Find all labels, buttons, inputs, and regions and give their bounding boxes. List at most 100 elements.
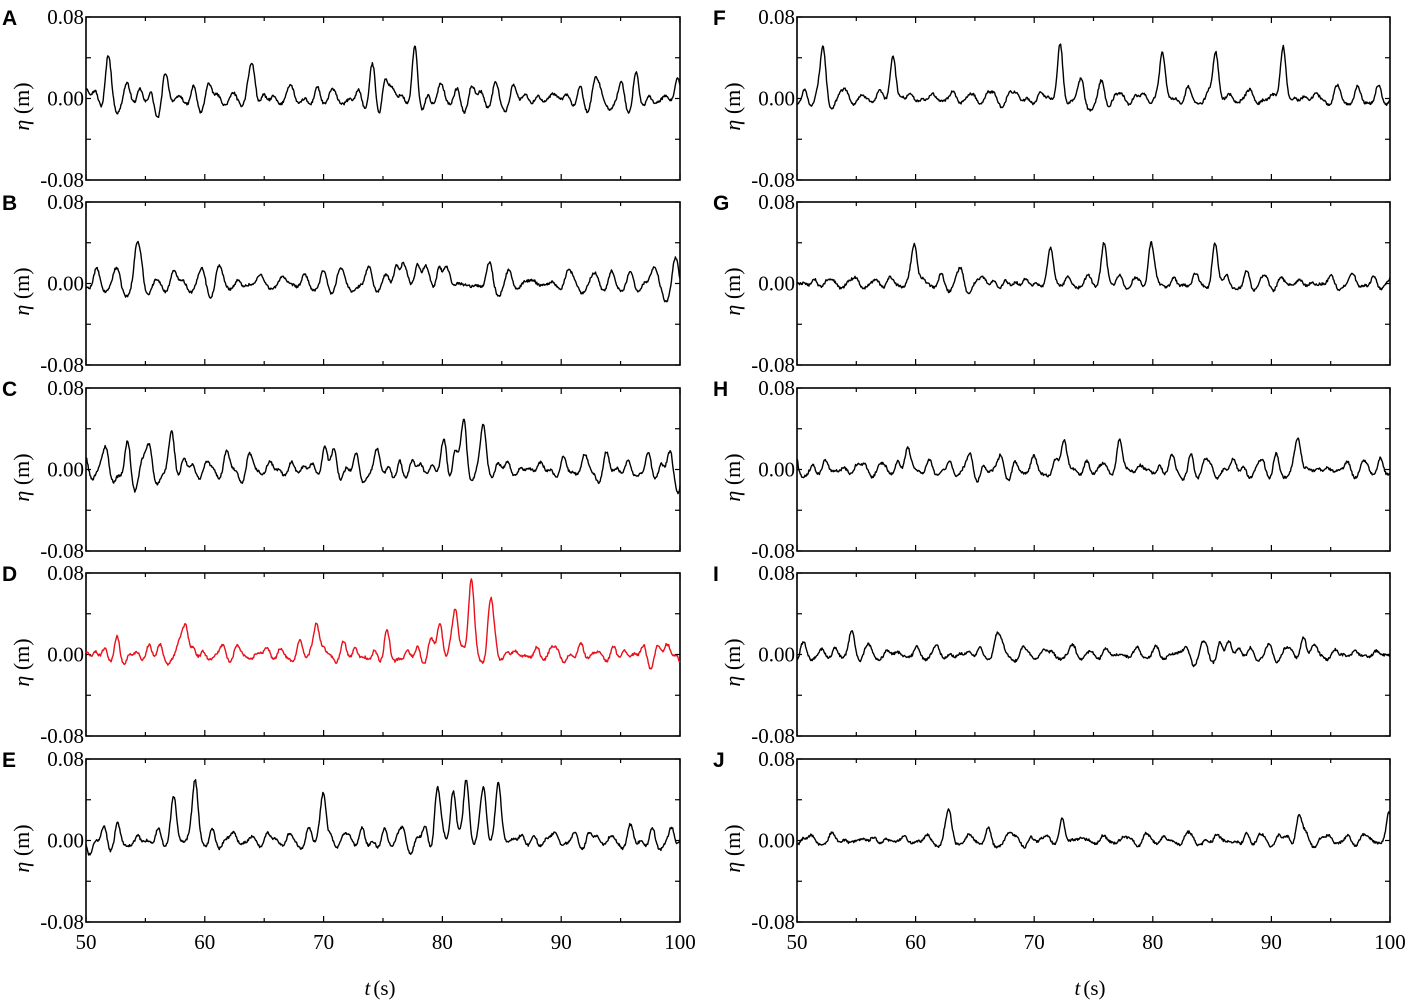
panel-i-ytick-label-1: 0.00 bbox=[758, 643, 795, 667]
panel-e-xtick-label-0: 50 bbox=[76, 930, 97, 954]
panel-b-ylabel: η (m) bbox=[9, 267, 34, 315]
panel-g-ytick-label-0: -0.08 bbox=[751, 353, 795, 377]
panel-e-ytick-label-0: -0.08 bbox=[40, 910, 84, 934]
panel-i-ylabel-unit: (m) bbox=[720, 638, 745, 670]
panel-i-series-line bbox=[797, 630, 1391, 668]
panel-j-label: J bbox=[713, 749, 725, 772]
panel-j-frame bbox=[796, 758, 1391, 923]
panel-g: -0.08 0.00 0.08 Gη (m) bbox=[713, 190, 1391, 377]
panel-c-ytick-label-0: -0.08 bbox=[40, 539, 84, 563]
x-axis-label-right: t (s) bbox=[1074, 976, 1105, 1000]
panel-a-label: A bbox=[2, 7, 17, 30]
panel-i-ylabel: η (m) bbox=[720, 638, 745, 686]
panel-c: -0.08 0.00 0.08 Cη (m) bbox=[2, 376, 681, 563]
panel-i-ylabel-var: η bbox=[720, 670, 745, 686]
panel-a-ytick-label-2: 0.08 bbox=[47, 5, 84, 29]
panel-d-ylabel-unit: (m) bbox=[9, 638, 34, 670]
panel-j-xtick-label-3: 80 bbox=[1142, 930, 1163, 954]
panel-j-series-line bbox=[796, 808, 1391, 849]
panel-h-ytick-label-0: -0.08 bbox=[751, 539, 795, 563]
panel-f-label: F bbox=[713, 7, 726, 30]
panel-c-ylabel: η (m) bbox=[9, 453, 34, 501]
panel-g-series-line bbox=[796, 241, 1391, 295]
panel-j-xtick-label-0: 50 bbox=[787, 930, 808, 954]
panel-e-xtick-label-4: 90 bbox=[551, 930, 572, 954]
panel-f-ytick-label-1: 0.00 bbox=[758, 87, 795, 111]
panel-j-ytick-label-0: -0.08 bbox=[751, 910, 795, 934]
panel-e-ytick-label-2: 0.08 bbox=[47, 747, 84, 771]
panel-h-frame bbox=[796, 387, 1391, 552]
panel-e-frame bbox=[85, 758, 681, 923]
panel-b-series-line bbox=[85, 240, 681, 303]
panel-h-ytick-label-1: 0.00 bbox=[758, 458, 795, 482]
panel-d-label: D bbox=[2, 563, 17, 586]
panel-g-ylabel: η (m) bbox=[720, 267, 745, 315]
panel-e-ylabel: η (m) bbox=[9, 824, 34, 872]
panel-e-xtick-label-3: 80 bbox=[432, 930, 453, 954]
panel-f-ytick-label-2: 0.08 bbox=[758, 5, 795, 29]
panel-g-ytick-label-1: 0.00 bbox=[758, 272, 795, 296]
panel-j-ytick-label-2: 0.08 bbox=[758, 747, 795, 771]
panel-g-label: G bbox=[713, 192, 729, 215]
panel-f: -0.08 0.00 0.08 Fη (m) bbox=[713, 5, 1391, 192]
x-axis-label-left: t (s) bbox=[364, 976, 395, 1000]
panel-d: -0.08 0.00 0.08 Dη (m) bbox=[2, 561, 681, 748]
panel-j: -0.08 0.00 0.08 50 60 70 80 90 100 Jη (m) bbox=[713, 747, 1406, 954]
panel-j-xtick-label-4: 90 bbox=[1261, 930, 1282, 954]
panel-c-label: C bbox=[2, 378, 17, 401]
panel-a-ylabel-unit: (m) bbox=[9, 82, 34, 114]
panel-c-series-line bbox=[85, 418, 681, 495]
panel-e-ylabel-unit: (m) bbox=[9, 824, 34, 856]
panel-b-frame bbox=[85, 201, 681, 366]
panel-b-ytick-label-2: 0.08 bbox=[47, 190, 84, 214]
panel-d-ytick-label-2: 0.08 bbox=[47, 561, 84, 585]
panel-e-xtick-label-5: 100 bbox=[664, 930, 696, 954]
panel-j-xtick-label-1: 60 bbox=[905, 930, 926, 954]
panel-e-ytick-label-1: 0.00 bbox=[47, 829, 84, 853]
panel-c-ytick-label-2: 0.08 bbox=[47, 376, 84, 400]
panel-b-ylabel-var: η bbox=[9, 299, 34, 315]
panel-g-ylabel-var: η bbox=[720, 299, 745, 315]
panel-a-ylabel: η (m) bbox=[9, 82, 34, 130]
panel-e: -0.08 0.00 0.08 50 60 70 80 90 100 Eη (m) bbox=[2, 747, 696, 954]
panel-j-ylabel-unit: (m) bbox=[720, 824, 745, 856]
panel-g-ylabel-unit: (m) bbox=[720, 267, 745, 299]
panel-e-ylabel-var: η bbox=[9, 856, 34, 872]
panel-d-ytick-label-0: -0.08 bbox=[40, 724, 84, 748]
panel-h-ylabel-var: η bbox=[720, 485, 745, 501]
panel-b-ytick-label-0: -0.08 bbox=[40, 353, 84, 377]
panel-b-ytick-label-1: 0.00 bbox=[47, 272, 84, 296]
panel-j-ylabel-var: η bbox=[720, 856, 745, 872]
panel-i: -0.08 0.00 0.08 Iη (m) bbox=[713, 561, 1391, 748]
panel-e-series-line bbox=[85, 779, 681, 856]
panel-e-xtick-label-2: 70 bbox=[313, 930, 334, 954]
panel-i-label: I bbox=[713, 563, 719, 586]
panel-e-label: E bbox=[2, 749, 16, 772]
panel-a: -0.08 0.00 0.08 Aη (m) bbox=[2, 5, 681, 192]
panel-b-ylabel-unit: (m) bbox=[9, 267, 34, 299]
panel-h: -0.08 0.00 0.08 Hη (m) bbox=[713, 376, 1391, 563]
panel-a-series-line bbox=[85, 45, 681, 118]
panel-f-series-line bbox=[796, 43, 1391, 112]
panel-d-ytick-label-1: 0.00 bbox=[47, 643, 84, 667]
panel-e-xtick-label-1: 60 bbox=[194, 930, 215, 954]
panel-h-label: H bbox=[713, 378, 728, 401]
panel-b: -0.08 0.00 0.08 Bη (m) bbox=[2, 190, 681, 377]
panel-h-ylabel-unit: (m) bbox=[720, 453, 745, 485]
panel-d-ylabel: η (m) bbox=[9, 638, 34, 686]
panel-f-ylabel-var: η bbox=[720, 114, 745, 130]
panel-j-xtick-label-2: 70 bbox=[1024, 930, 1045, 954]
panel-g-ytick-label-2: 0.08 bbox=[758, 190, 795, 214]
panel-i-ytick-label-0: -0.08 bbox=[751, 724, 795, 748]
panel-d-ylabel-var: η bbox=[9, 670, 34, 686]
panel-h-ylabel: η (m) bbox=[720, 453, 745, 501]
panel-j-xtick-label-5: 100 bbox=[1374, 930, 1406, 954]
panel-c-ylabel-var: η bbox=[9, 485, 34, 501]
panel-a-ytick-label-1: 0.00 bbox=[47, 87, 84, 111]
panel-d-series-line bbox=[85, 578, 681, 670]
panel-f-ylabel: η (m) bbox=[720, 82, 745, 130]
panel-c-ytick-label-1: 0.00 bbox=[47, 458, 84, 482]
panel-h-series-line bbox=[796, 437, 1391, 483]
panel-f-ytick-label-0: -0.08 bbox=[751, 168, 795, 192]
